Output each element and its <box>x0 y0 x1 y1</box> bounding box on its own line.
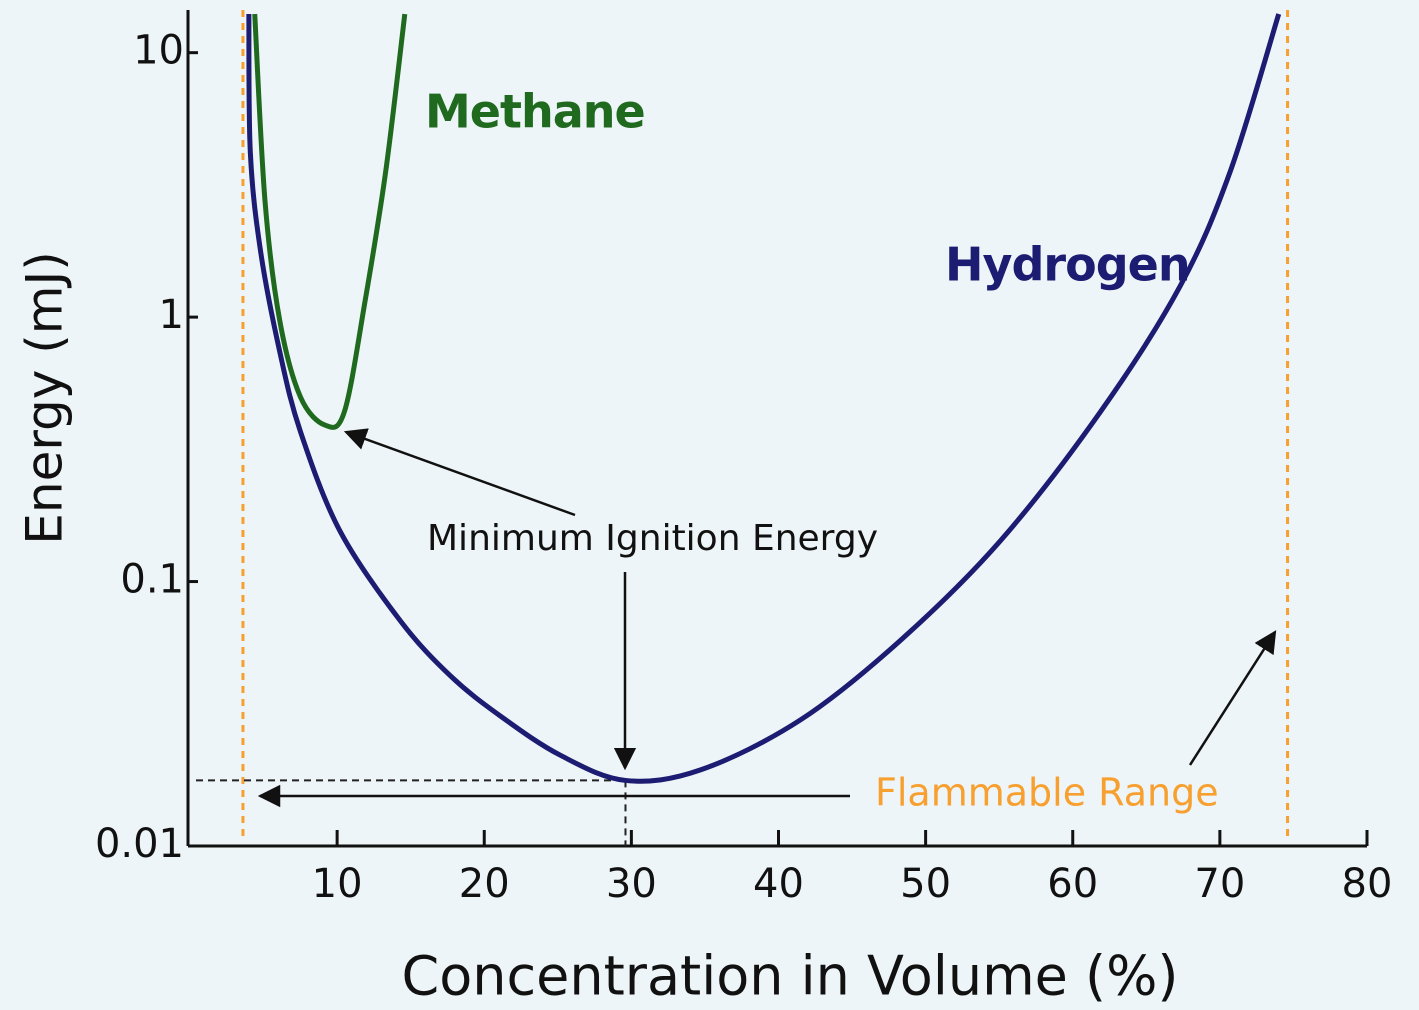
annotation: Minimum Ignition Energy <box>427 518 878 559</box>
x-tick-label: 50 <box>900 861 951 907</box>
x-axis-title: Concentration in Volume (%) <box>401 945 1178 1008</box>
series-line <box>252 13 408 430</box>
x-tick-label: 20 <box>459 861 510 907</box>
annotation-arrow <box>1188 630 1277 766</box>
y-tick-label: 1 <box>159 292 184 338</box>
y-tick-label: 0.01 <box>95 821 184 867</box>
annotation-arrow <box>343 428 576 517</box>
series-label: Methane <box>425 85 645 139</box>
y-axis-title: Energy (mJ) <box>16 251 74 544</box>
series-label: Hydrogen <box>945 238 1190 292</box>
x-tick-label: 70 <box>1194 861 1245 907</box>
x-tick-label: 10 <box>312 861 363 907</box>
x-tick-label: 40 <box>753 861 804 907</box>
annotation: Flammable Range <box>875 771 1219 815</box>
x-tick-label: 60 <box>1047 861 1098 907</box>
series-line <box>246 13 1282 784</box>
y-tick-label: 10 <box>133 28 184 74</box>
x-tick-label: 30 <box>606 861 657 907</box>
x-tick-label: 80 <box>1342 861 1393 907</box>
y-tick-label: 0.1 <box>120 557 184 603</box>
